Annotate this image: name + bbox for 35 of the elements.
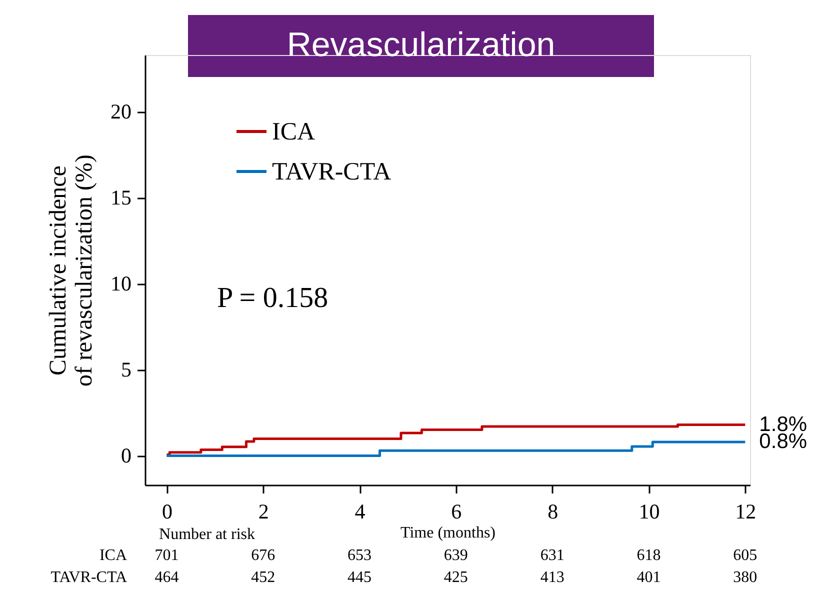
x-tick-label: 4 <box>354 500 366 524</box>
text: 653 <box>348 547 372 564</box>
text: ICA <box>99 547 128 564</box>
legend-label: TAVR-CTA <box>272 158 392 186</box>
text: 413 <box>540 569 564 586</box>
text: 701 <box>154 547 179 564</box>
x-tick-label: 12 <box>735 500 756 524</box>
text: 676 <box>251 547 276 564</box>
text: TAVR-CTA <box>50 569 128 586</box>
chart-title: Revascularization <box>286 26 556 64</box>
text: 445 <box>348 569 372 586</box>
x-tick-label: 8 <box>548 500 558 524</box>
text: 425 <box>444 569 468 586</box>
text: 452 <box>251 569 276 586</box>
text: 631 <box>540 547 564 564</box>
text: 605 <box>733 547 758 564</box>
y-tick-label: 10 <box>110 271 132 296</box>
text: 401 <box>636 569 661 586</box>
y-tick-label: 0 <box>121 443 132 468</box>
legend-label: ICA <box>272 118 316 146</box>
x-tick-label: 2 <box>258 500 269 524</box>
x-tick-label: 10 <box>638 500 660 524</box>
annotation: P = 0.158 <box>217 282 328 314</box>
y-tick-label: 5 <box>121 357 132 382</box>
text: 639 <box>444 547 468 564</box>
text: 464 <box>154 569 179 586</box>
y-tick-label: 15 <box>110 185 132 210</box>
y-axis-title: Cumulative incidence of revascularization (%) <box>46 154 98 386</box>
x-axis-title: Time (months) <box>400 524 496 542</box>
x-tick-label: 6 <box>451 500 462 524</box>
text: 380 <box>733 569 758 586</box>
y-tick-label: 20 <box>110 99 132 124</box>
x-tick-label: 0 <box>162 500 172 524</box>
text: 618 <box>636 547 661 564</box>
text: Number at risk <box>159 526 255 543</box>
